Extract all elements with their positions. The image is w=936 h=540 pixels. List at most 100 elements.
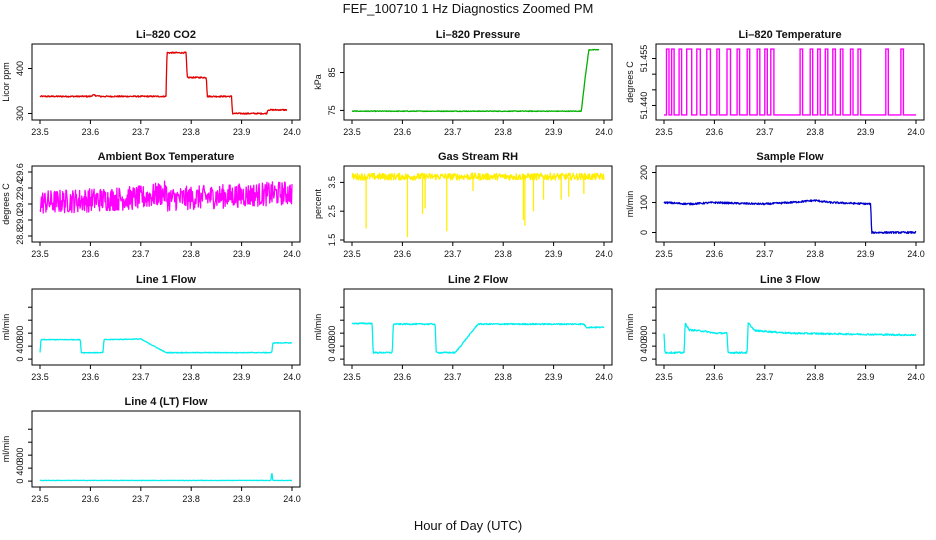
y-tick-label: 800 [639,326,649,341]
x-tick-label: 23.7 [444,372,462,382]
y-tick-label: 29.4 [15,179,25,197]
x-tick-label: 23.6 [82,372,100,382]
panel-title: Gas Stream RH [438,151,518,163]
x-tick-label: 24.0 [907,127,925,137]
x-tick-label: 24.0 [283,249,301,259]
x-tick-label: 23.8 [806,372,824,382]
panel-5: Gas Stream RH percent 23.5 23.6 23.7 23.8 23.9… [313,151,613,259]
x-tick-label: 23.8 [494,127,512,137]
data-series [351,48,600,113]
x-tick-label: 23.9 [857,127,875,137]
x-tick-label: 23.8 [806,249,824,259]
y-tick-label: 29.6 [15,163,25,181]
x-tick-label: 23.8 [182,249,200,259]
x-tick-label: 23.6 [82,127,100,137]
y-tick-label: 0 [327,357,337,362]
y-axis-label: kPa [313,74,323,90]
x-tick-label: 23.5 [343,249,361,259]
panel-title: Ambient Box Temperature [98,151,235,163]
x-tick-label: 23.7 [756,127,774,137]
y-tick-label: 85 [327,68,337,78]
y-tick-label: 75 [327,105,337,115]
x-tick-label: 23.7 [756,249,774,259]
x-tick-label: 23.5 [31,494,49,504]
x-tick-label: 24.0 [283,127,301,137]
y-tick-label: 0 [15,479,25,484]
x-tick-label: 23.8 [182,127,200,137]
y-tick-label: 800 [15,326,25,341]
x-tick-label: 23.8 [182,372,200,382]
y-tick-label: 3.5 [327,176,337,189]
x-tick-label: 23.6 [706,372,724,382]
x-tick-label: 23.5 [343,372,361,382]
panel-7: Line 1 Flow ml/min 23.5 23.6 23.7 23.8 23.9 24.… [1,274,301,382]
figure-title: FEF_100710 1 Hz Diagnostics Zoomed PM [342,1,594,16]
x-tick-label: 23.8 [494,249,512,259]
y-axis-label: percent [313,188,323,219]
x-tick-label: 24.0 [283,494,301,504]
x-tick-label: 23.6 [394,372,412,382]
x-tick-label: 23.8 [806,127,824,137]
y-tick-label: 400 [327,339,337,354]
x-tick-label: 23.6 [394,127,412,137]
x-tick-label: 23.5 [655,372,673,382]
data-series [663,199,917,235]
y-tick-label: 400 [15,339,25,354]
panel-title: Line 1 Flow [136,274,196,286]
plot-frame [343,165,613,243]
y-tick-label: 100 [639,195,649,210]
x-tick-label: 24.0 [907,372,925,382]
y-axis-label: ml/min [313,314,323,341]
y-axis-label: ml/min [1,314,11,341]
x-tick-label: 23.9 [233,494,251,504]
y-axis-label: Licor ppm [1,62,11,102]
x-tick-label: 24.0 [595,127,613,137]
y-tick-label: 800 [327,326,337,341]
x-tick-label: 23.5 [31,372,49,382]
x-tick-label: 23.5 [31,127,49,137]
plot-frame [31,43,301,121]
x-tick-label: 23.9 [545,372,563,382]
plot-frame [655,288,925,366]
plot-frame [31,410,301,488]
y-tick-label: 51.455 [639,45,649,73]
x-tick-label: 23.5 [343,127,361,137]
panel-3: Li–820 Temperature degrees C 23.5 23.6 23.7 2… [625,29,925,137]
x-tick-label: 23.5 [655,127,673,137]
data-series [663,322,917,355]
x-tick-label: 23.7 [132,249,150,259]
panel-6: Sample Flow ml/min 23.5 23.6 23.7 23.8 23.9 24.… [625,151,925,259]
data-series [39,51,288,115]
y-axis-label: ml/min [625,191,635,218]
x-tick-label: 23.7 [132,494,150,504]
x-tick-label: 23.6 [706,127,724,137]
x-tick-label: 24.0 [595,372,613,382]
x-tick-label: 23.6 [82,249,100,259]
x-tick-label: 23.7 [444,127,462,137]
panel-10: Line 4 (LT) Flow ml/min 23.5 23.6 23.7 23.8 23… [1,396,301,504]
figure-x-axis-label: Hour of Day (UTC) [413,518,523,533]
x-tick-label: 23.7 [132,372,150,382]
y-tick-label: 400 [15,61,25,76]
plot-frame [31,288,301,366]
plot-frame [343,288,613,366]
x-tick-label: 23.6 [706,249,724,259]
data-series [39,472,293,482]
data-series [664,48,916,116]
y-tick-label: 29.2 [15,195,25,213]
y-tick-label: 1.5 [327,234,337,247]
y-tick-label: 200 [639,165,649,180]
y-axis-label: degrees C [625,61,635,103]
plot-frame [343,43,613,121]
x-tick-label: 23.9 [857,249,875,259]
panel-title: Line 3 Flow [760,274,820,286]
panel-2: Li–820 Pressure kPa 23.5 23.6 23.7 23.8 23.9 24… [313,29,613,137]
data-series [39,338,293,354]
x-tick-label: 24.0 [595,249,613,259]
x-tick-label: 23.5 [655,249,673,259]
y-tick-label: 400 [15,461,25,476]
y-tick-label: 29.0 [15,211,25,229]
x-tick-label: 24.0 [283,372,301,382]
x-tick-label: 23.9 [857,372,875,382]
x-tick-label: 23.8 [182,494,200,504]
